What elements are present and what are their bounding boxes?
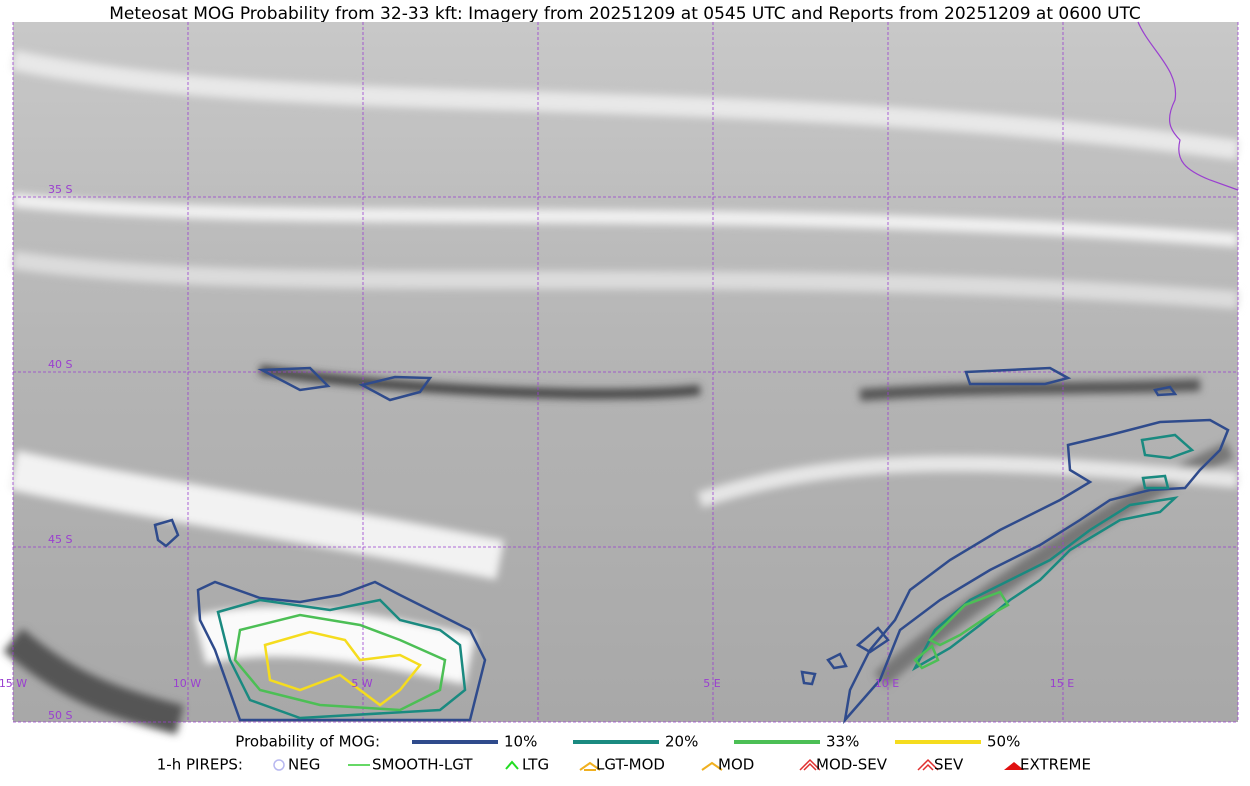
lon-label: 10 W	[173, 677, 201, 690]
pirep-icon	[273, 759, 285, 771]
lat-label: 45 S	[48, 533, 72, 546]
legend-title: 1-h PIREPS:	[157, 756, 243, 774]
lat-label: 40 S	[48, 358, 72, 371]
legend-label: EXTREME	[1020, 756, 1091, 774]
legend-label: SMOOTH-LGT	[372, 756, 473, 774]
legend-label: LGT-MOD	[596, 756, 665, 774]
legend-label: MOD	[718, 756, 754, 774]
lon-label: 15 W	[0, 677, 27, 690]
legend-label: MOD-SEV	[816, 756, 888, 774]
coastline	[1137, 21, 1239, 191]
legend-label: 20%	[665, 733, 698, 751]
lon-label: 15 E	[1050, 677, 1074, 690]
map: 35 S 40 S 45 S 50 S 15 W 10 W 5 W 5 E 10 E 15 E	[0, 21, 1240, 735]
lon-label: 5 W	[351, 677, 372, 690]
cloud-streaks	[3, 50, 1240, 735]
pirep-icon	[917, 758, 939, 771]
legend-label: 50%	[987, 733, 1020, 751]
title: Meteosat MOG Probability from 32-33 kft:…	[109, 4, 1141, 24]
contours	[153, 366, 1230, 725]
legend: Probability of MOG: 10% 20% 33% 50% 1-h PIR…	[157, 733, 1091, 774]
pirep-icon	[799, 758, 821, 771]
lat-labels: 35 S 40 S 45 S 50 S	[48, 183, 72, 722]
probability-legend: 10% 20% 33% 50%	[412, 733, 1020, 751]
legend-label: 33%	[826, 733, 859, 751]
legend-title: Probability of MOG:	[235, 733, 380, 751]
legend-label: LTG	[522, 756, 549, 774]
legend-label: SEV	[934, 756, 964, 774]
pirep-icon	[701, 761, 723, 771]
pirep-icon	[579, 761, 601, 771]
lat-label: 50 S	[48, 709, 72, 722]
lon-labels: 15 W 10 W 5 W 5 E 10 E 15 E	[0, 677, 1074, 690]
lon-label: 5 E	[703, 677, 720, 690]
legend-label: NEG	[288, 756, 320, 774]
legend-label: 10%	[504, 733, 537, 751]
pirep-legend: NEG SMOOTH-LGT LTG LGT-MOD MOD MOD-SEV SEV EXTR…	[273, 756, 1091, 774]
pirep-icon	[505, 760, 519, 770]
pirep-icon	[1004, 762, 1024, 770]
lat-label: 35 S	[48, 183, 72, 196]
lon-label: 10 E	[875, 677, 899, 690]
